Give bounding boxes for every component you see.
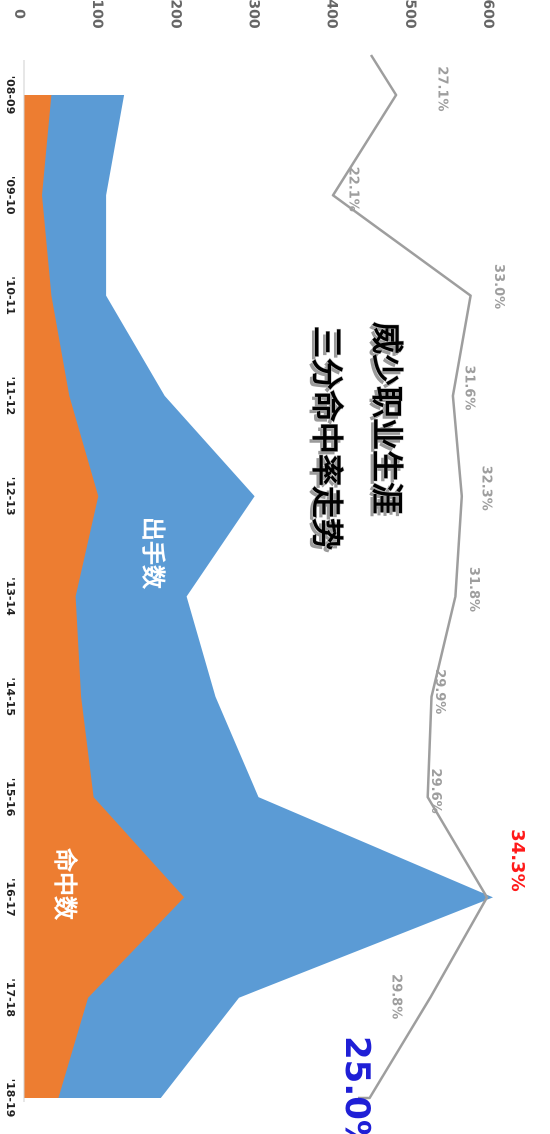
category-tick-label: '16-17: [4, 878, 17, 917]
category-tick-label: '10-11: [4, 276, 17, 315]
axis-layer: 0 100 200 300 400 500 600 '08-09 '09-10 '10-11 '11…: [4, 0, 496, 1117]
category-tick-label: '15-16: [4, 778, 17, 817]
percent-label: 33.0%: [491, 264, 506, 309]
percent-label: 32.3%: [478, 466, 493, 511]
category-tick-label: '17-18: [4, 978, 17, 1017]
percent-label: 22.1%: [346, 167, 361, 212]
percent-label: 29.6%: [428, 769, 443, 814]
percent-label: 27.1%: [435, 66, 450, 111]
chart-title-shadow: 三分命中率走势: [305, 329, 343, 553]
category-tick-label: '09-10: [4, 176, 17, 215]
chart-title-line-2: 三分命中率走势: [308, 326, 346, 550]
percent-line: [331, 54, 489, 1100]
percent-label-max: 34.3%: [507, 829, 528, 891]
value-tick-label: 300: [246, 0, 262, 29]
category-tick-label: '18-19: [4, 1079, 17, 1118]
chart-title-line-1: 威少职业生涯: [368, 322, 406, 514]
series-label-attempts: 出手数: [139, 517, 167, 590]
category-tick-label: '12-13: [4, 477, 17, 516]
value-tick-label: 200: [167, 0, 183, 29]
percent-label: 31.6%: [461, 365, 476, 410]
value-tick-label: 500: [402, 0, 418, 29]
percent-label: 31.8%: [466, 567, 481, 612]
category-tick-label: '13-14: [4, 577, 17, 616]
value-tick-label: 100: [89, 0, 105, 29]
series-label-makes: 命中数: [51, 848, 79, 921]
area-series-attempts: [24, 95, 493, 1098]
category-tick-label: '11-12: [4, 377, 17, 416]
percent-label: 29.9%: [432, 669, 447, 714]
category-tick-label: '08-09: [4, 76, 17, 115]
percent-label-latest: 25.0%: [337, 1036, 377, 1134]
chart-title-shadow: 威少职业生涯: [365, 325, 403, 517]
area-series-makes: [24, 95, 185, 1098]
percent-label: 29.8%: [389, 974, 404, 1019]
value-tick-label: 400: [324, 0, 340, 29]
area-layer: [24, 95, 493, 1098]
category-tick-label: '14-15: [4, 678, 17, 717]
percent-layer: 27.1% 22.1% 33.0% 31.6% 32.3% 31.8% 29.9% 29.6%…: [331, 54, 528, 1134]
value-tick-label: 600: [480, 0, 496, 29]
value-tick-label: 0: [11, 9, 27, 19]
